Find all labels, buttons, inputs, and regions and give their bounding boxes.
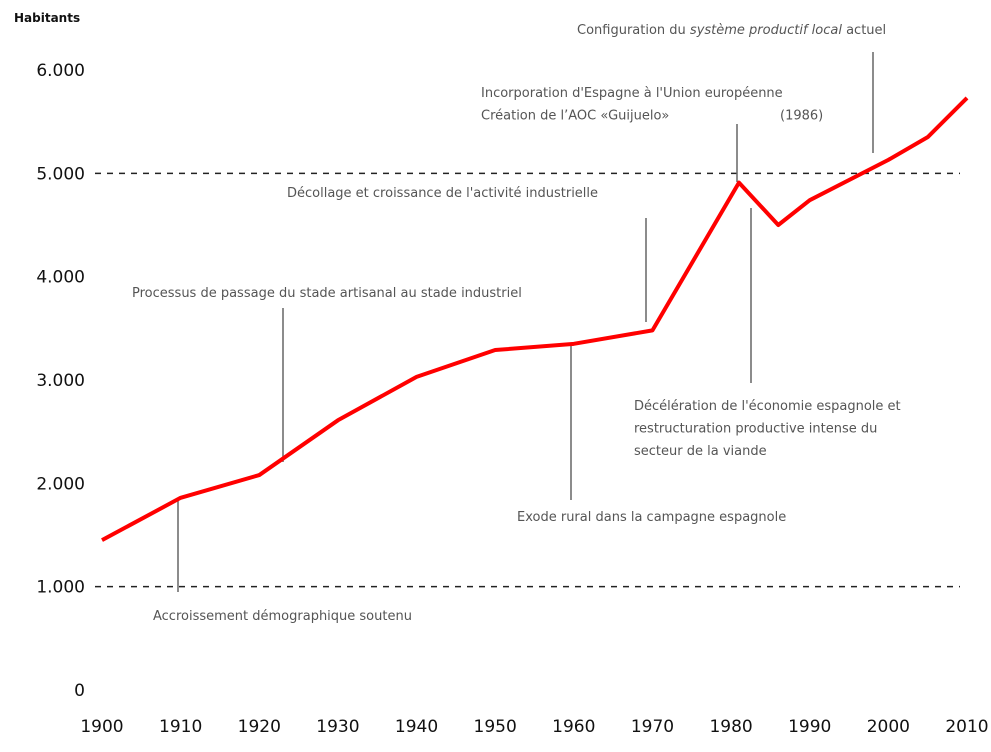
annotation-text: Incorporation d'Espagne à l'Union europé… (481, 86, 783, 101)
x-tick-label: 2010 (945, 717, 988, 737)
x-tick-label: 1900 (80, 717, 123, 737)
x-tick-label: 1990 (788, 717, 831, 737)
data-line (101, 96, 969, 542)
annotation-note: (1986) (780, 109, 823, 124)
annotation-text: secteur de la viande (634, 444, 767, 459)
x-tick-label: 2000 (867, 717, 910, 737)
annotation-text: Exode rural dans la campagne espagnole (517, 510, 786, 525)
annotation-text: Décélération de l'économie espagnole et (634, 399, 901, 414)
annotation-text: Décollage et croissance de l'activité in… (287, 186, 598, 201)
x-tick-label: 1980 (709, 717, 752, 737)
x-tick-label: 1940 (395, 717, 438, 737)
annotation-part: Configuration du (577, 23, 690, 38)
annotation-text: Création de l’AOC «Guijuelo» (481, 109, 669, 124)
x-tick-label: 1910 (159, 717, 202, 737)
annotation-part: système productif local (690, 23, 842, 38)
y-tick-label: 6.000 (36, 61, 85, 81)
x-tick-label: 1950 (474, 717, 517, 737)
y-tick-label: 2.000 (36, 474, 85, 494)
annotation-text: Accroissement démographique soutenu (153, 609, 412, 624)
annotation-text: Configuration du système productif local… (577, 23, 886, 38)
y-tick-label: 3.000 (36, 371, 85, 391)
x-tick-label: 1920 (238, 717, 281, 737)
y-tick-label: 1.000 (36, 578, 85, 598)
x-tick-label: 1970 (631, 717, 674, 737)
x-tick-label: 1960 (552, 717, 595, 737)
x-tick-label: 1930 (316, 717, 359, 737)
annotation-part: actuel (842, 23, 886, 38)
y-axis-label: Habitants (14, 11, 80, 25)
y-tick-label: 4.000 (36, 268, 85, 288)
annotation-text: Processus de passage du stade artisanal … (132, 286, 522, 301)
y-tick-label: 0 (74, 681, 85, 701)
annotation-text: restructuration productive intense du (634, 422, 877, 437)
y-tick-label: 5.000 (36, 164, 85, 184)
